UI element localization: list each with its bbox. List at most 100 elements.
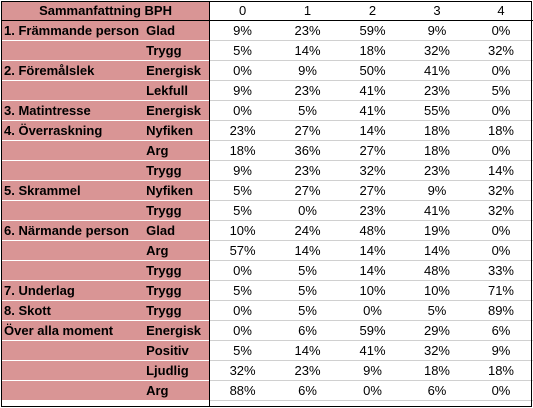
value-cell: 14% xyxy=(468,160,533,181)
emotion-label: Trygg xyxy=(142,260,211,281)
value-cell: 5% xyxy=(210,200,276,221)
table-row: 8. Skott Trygg 0% 5% 0% 5% 89% xyxy=(1,300,533,321)
table-row: Trygg 5% 0% 23% 41% 32% xyxy=(1,200,533,221)
value-cell: 41% xyxy=(405,200,469,221)
value-cell: 23% xyxy=(405,160,469,181)
value-cell: 10% xyxy=(340,280,405,301)
value-cell: 41% xyxy=(340,80,405,101)
value-cell: 0% xyxy=(468,220,533,241)
emotion-label: Arg xyxy=(142,380,211,401)
value-cell: 0% xyxy=(468,140,533,161)
value-cell: 9% xyxy=(210,160,276,181)
table-row: 1. Främmande person Glad 9% 23% 59% 9% 0% xyxy=(1,20,533,41)
value-cell: 50% xyxy=(340,60,405,81)
emotion-label: Energisk xyxy=(142,60,211,81)
value-cell: 48% xyxy=(340,220,405,241)
moment-label: Över alla moment xyxy=(1,320,143,341)
emotion-label: Trygg xyxy=(142,280,211,301)
value-cell: 27% xyxy=(275,180,341,201)
emotion-label: Glad xyxy=(142,220,211,241)
emotion-label: Trygg xyxy=(142,200,211,221)
emotion-label: Lekfull xyxy=(142,80,211,101)
column-header: 3 xyxy=(405,1,469,21)
value-cell: 0% xyxy=(340,380,405,401)
value-cell: 0% xyxy=(210,100,276,121)
value-cell: 41% xyxy=(340,340,405,361)
value-cell: 6% xyxy=(275,320,341,341)
value-cell: 18% xyxy=(210,140,276,161)
emotion-label: Nyfiken xyxy=(142,180,211,201)
value-cell: 0% xyxy=(340,300,405,321)
value-cell: 0% xyxy=(210,300,276,321)
value-cell: 59% xyxy=(340,20,405,41)
value-cell: 6% xyxy=(275,380,341,401)
moment-label xyxy=(1,380,143,401)
emotion-label: Trygg xyxy=(142,300,211,321)
value-cell: 0% xyxy=(468,20,533,41)
value-cell: 32% xyxy=(340,160,405,181)
moment-label xyxy=(1,200,143,221)
value-cell: 36% xyxy=(275,140,341,161)
value-cell: 18% xyxy=(405,120,469,141)
value-cell: 55% xyxy=(405,100,469,121)
column-header: 0 xyxy=(210,1,276,21)
moment-label: 6. Närmande person xyxy=(1,220,143,241)
table-row: 4. Överraskning Nyfiken 23% 27% 14% 18% 18% xyxy=(1,120,533,141)
value-cell: 41% xyxy=(405,60,469,81)
emotion-label: Trygg xyxy=(142,40,211,61)
moment-label: 4. Överraskning xyxy=(1,120,143,141)
value-cell: 14% xyxy=(405,240,469,261)
table-row: Över alla moment Energisk 0% 6% 59% 29% 6% xyxy=(1,320,533,341)
value-cell: 32% xyxy=(468,40,533,61)
value-cell: 10% xyxy=(210,220,276,241)
table-row: 5. Skrammel Nyfiken 5% 27% 27% 9% 32% xyxy=(1,180,533,201)
emotion-label: Arg xyxy=(142,140,211,161)
moment-label: 8. Skott xyxy=(1,300,143,321)
value-cell: 14% xyxy=(340,240,405,261)
value-cell: 5% xyxy=(275,260,341,281)
column-header: 2 xyxy=(340,1,405,21)
value-cell: 23% xyxy=(275,80,341,101)
value-cell: 71% xyxy=(468,280,533,301)
value-cell: 41% xyxy=(340,100,405,121)
emotion-label: Positiv xyxy=(142,340,211,361)
value-cell: 9% xyxy=(405,180,469,201)
value-cell: 6% xyxy=(468,320,533,341)
emotion-label: Nyfiken xyxy=(142,120,211,141)
value-cell: 0% xyxy=(210,260,276,281)
value-cell: 27% xyxy=(340,140,405,161)
table-title: Sammanfattning BPH xyxy=(1,1,211,21)
emotion-label: Arg xyxy=(142,240,211,261)
value-cell: 5% xyxy=(275,280,341,301)
table-row: 3. Matintresse Energisk 0% 5% 41% 55% 0% xyxy=(1,100,533,121)
table-row: Lekfull 9% 23% 41% 23% 5% xyxy=(1,80,533,101)
value-cell: 32% xyxy=(468,180,533,201)
value-cell: 14% xyxy=(275,40,341,61)
moment-label xyxy=(1,240,143,261)
value-cell: 0% xyxy=(468,60,533,81)
moment-label: 5. Skrammel xyxy=(1,180,143,201)
table-row: Arg 57% 14% 14% 14% 0% xyxy=(1,240,533,261)
value-cell: 9% xyxy=(275,60,341,81)
moment-label: 1. Främmande person xyxy=(1,20,143,41)
moment-label: 2. Föremålslek xyxy=(1,60,143,81)
emotion-label: Ljudlig xyxy=(142,360,211,381)
table-row: Trygg 0% 5% 14% 48% 33% xyxy=(1,260,533,281)
value-cell: 23% xyxy=(405,80,469,101)
value-cell: 9% xyxy=(405,20,469,41)
value-cell: 23% xyxy=(275,160,341,181)
value-cell: 5% xyxy=(275,300,341,321)
value-cell: 57% xyxy=(210,240,276,261)
table-row: Arg 18% 36% 27% 18% 0% xyxy=(1,140,533,161)
value-cell: 32% xyxy=(405,340,469,361)
value-cell: 5% xyxy=(210,180,276,201)
value-cell: 0% xyxy=(275,200,341,221)
moment-label xyxy=(1,160,143,181)
value-cell: 32% xyxy=(468,200,533,221)
value-cell: 59% xyxy=(340,320,405,341)
moment-label xyxy=(1,260,143,281)
value-cell: 9% xyxy=(468,340,533,361)
label-value-divider xyxy=(209,1,210,407)
moment-label xyxy=(1,80,143,101)
value-cell: 19% xyxy=(405,220,469,241)
